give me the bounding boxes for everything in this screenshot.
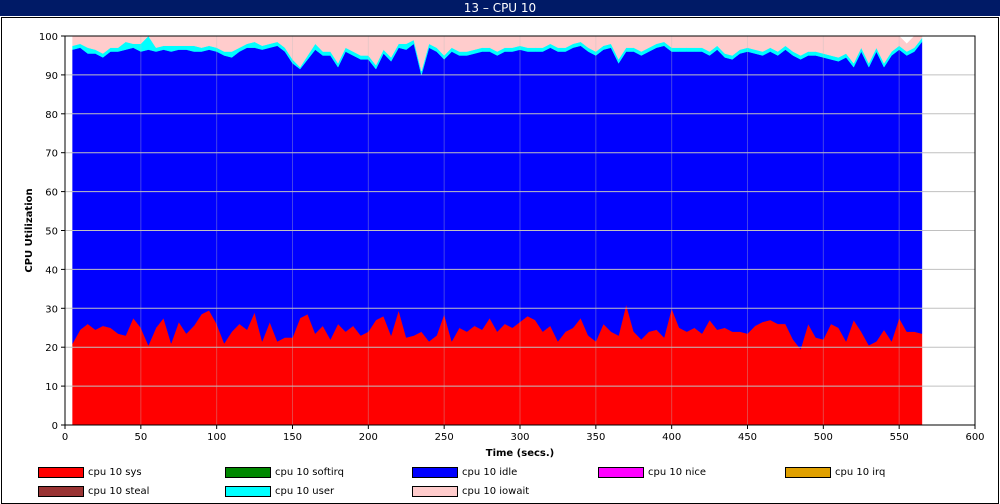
x-tick-label: 450 <box>738 432 757 443</box>
legend-swatch <box>225 486 271 497</box>
y-tick-label: 70 <box>45 149 58 160</box>
legend-label: cpu 10 softirq <box>275 467 344 478</box>
y-tick-label: 90 <box>45 71 58 82</box>
y-tick-label: 0 <box>52 421 58 432</box>
legend-swatch <box>38 467 84 478</box>
legend-label: cpu 10 sys <box>88 467 142 478</box>
y-tick-label: 60 <box>45 188 58 199</box>
y-tick-label: 80 <box>45 110 58 121</box>
x-tick-label: 400 <box>662 432 681 443</box>
x-tick-label: 500 <box>814 432 833 443</box>
legend-label: cpu 10 iowait <box>462 486 530 497</box>
y-tick-label: 30 <box>45 304 58 315</box>
y-axis-label: CPU Utilization <box>24 188 35 272</box>
x-tick-label: 100 <box>207 432 226 443</box>
y-tick-label: 100 <box>39 32 58 43</box>
x-tick-label: 200 <box>359 432 378 443</box>
x-tick-label: 150 <box>283 432 302 443</box>
legend-label: cpu 10 nice <box>648 467 707 478</box>
legend-label: cpu 10 irq <box>835 467 886 478</box>
legend-swatch <box>598 467 644 478</box>
legend-swatch <box>225 467 271 478</box>
x-tick-label: 300 <box>510 432 529 443</box>
x-tick-label: 0 <box>62 432 68 443</box>
x-tick-label: 350 <box>586 432 605 443</box>
y-tick-label: 50 <box>45 227 58 238</box>
y-tick-label: 10 <box>45 382 58 393</box>
series-area-cpu-10-idle <box>72 41 923 350</box>
y-tick-label: 40 <box>45 265 58 276</box>
window-title: 13 – CPU 10 <box>0 0 1000 16</box>
x-tick-label: 550 <box>890 432 909 443</box>
x-axis-label: Time (secs.) <box>486 448 555 459</box>
y-tick-label: 20 <box>45 343 58 354</box>
legend-swatch <box>38 486 84 497</box>
legend-label: cpu 10 idle <box>462 467 518 478</box>
legend-label: cpu 10 user <box>275 486 335 497</box>
legend-swatch <box>412 467 458 478</box>
legend-label: cpu 10 steal <box>88 486 150 497</box>
x-tick-label: 600 <box>965 432 984 443</box>
legend-swatch <box>785 467 831 478</box>
legend-swatch <box>412 486 458 497</box>
x-tick-label: 250 <box>435 432 454 443</box>
x-tick-label: 50 <box>134 432 147 443</box>
